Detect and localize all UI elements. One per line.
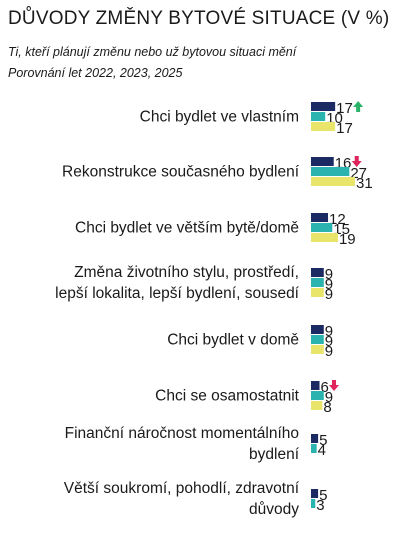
bar-2025	[311, 345, 324, 354]
bar-2025	[311, 122, 336, 131]
value-label: 8	[323, 399, 331, 416]
bar-2022	[311, 325, 324, 334]
category-label: Chci bydlet ve větším bytě/domě	[75, 220, 299, 237]
category-label: lepší lokalita, lepší bydlení, sousedí	[55, 285, 300, 302]
category-label: Chci bydlet ve vlastním	[140, 109, 299, 126]
bar-2025	[311, 233, 338, 242]
bar-2023	[311, 278, 324, 287]
value-label: 9	[325, 333, 333, 350]
value-label: 4	[318, 442, 326, 459]
bar-2025	[311, 288, 324, 297]
trend-down-arrow-icon	[329, 380, 340, 391]
value-label: 31	[356, 175, 373, 192]
bar-2025	[311, 401, 323, 410]
bar-2025	[311, 177, 356, 186]
bar-2022	[311, 102, 336, 111]
value-label: 9	[325, 286, 333, 303]
value-label: 9	[325, 323, 333, 340]
value-label: 9	[325, 266, 333, 283]
bar-2022	[311, 157, 334, 166]
chart-title: DŮVODY ZMĚNY BYTOVÉ SITUACE (V %)	[8, 8, 390, 29]
bar-2023	[311, 391, 324, 400]
trend-up-arrow-icon	[353, 101, 364, 112]
value-label: 5	[319, 487, 327, 504]
value-label: 9	[325, 389, 333, 406]
value-label: 9	[325, 343, 333, 360]
value-label: 3	[316, 497, 324, 514]
category-label: Chci se osamostatnit	[155, 388, 300, 405]
value-label: 12	[329, 211, 346, 228]
trend-down-arrow-icon	[351, 156, 362, 167]
value-label: 17	[336, 100, 353, 117]
bar-2023	[311, 167, 350, 176]
value-label: 19	[339, 231, 356, 248]
bar-2022	[311, 381, 320, 390]
category-label: Změna životního stylu, prostředí,	[74, 264, 299, 281]
bar-2023	[311, 444, 317, 453]
bar-2023	[311, 112, 326, 121]
value-label: 5	[319, 432, 327, 449]
bar-2022	[311, 489, 319, 498]
bar-2022	[311, 268, 324, 277]
chart-subtitle: Ti, kteří plánují změnu nebo už bytovou …	[8, 45, 297, 59]
bar-2022	[311, 434, 319, 443]
value-label: 6	[321, 379, 329, 396]
category-label: Chci bydlet v domě	[167, 332, 299, 349]
category-label: Větší soukromí, pohodlí, zdravotní	[64, 480, 300, 497]
bar-2023	[311, 335, 324, 344]
category-label: důvody	[249, 501, 299, 518]
bar-2022	[311, 213, 329, 222]
category-label: bydlení	[249, 446, 300, 463]
value-label: 17	[336, 120, 353, 137]
bar-2023	[311, 499, 316, 508]
category-label: Rekonstrukce současného bydlení	[62, 164, 300, 181]
value-label: 9	[325, 276, 333, 293]
chart-subtitle-years: Porovnání let 2022, 2023, 2025	[8, 66, 183, 80]
bar-2023	[311, 223, 333, 232]
category-label: Finanční náročnost momentálního	[65, 425, 299, 442]
